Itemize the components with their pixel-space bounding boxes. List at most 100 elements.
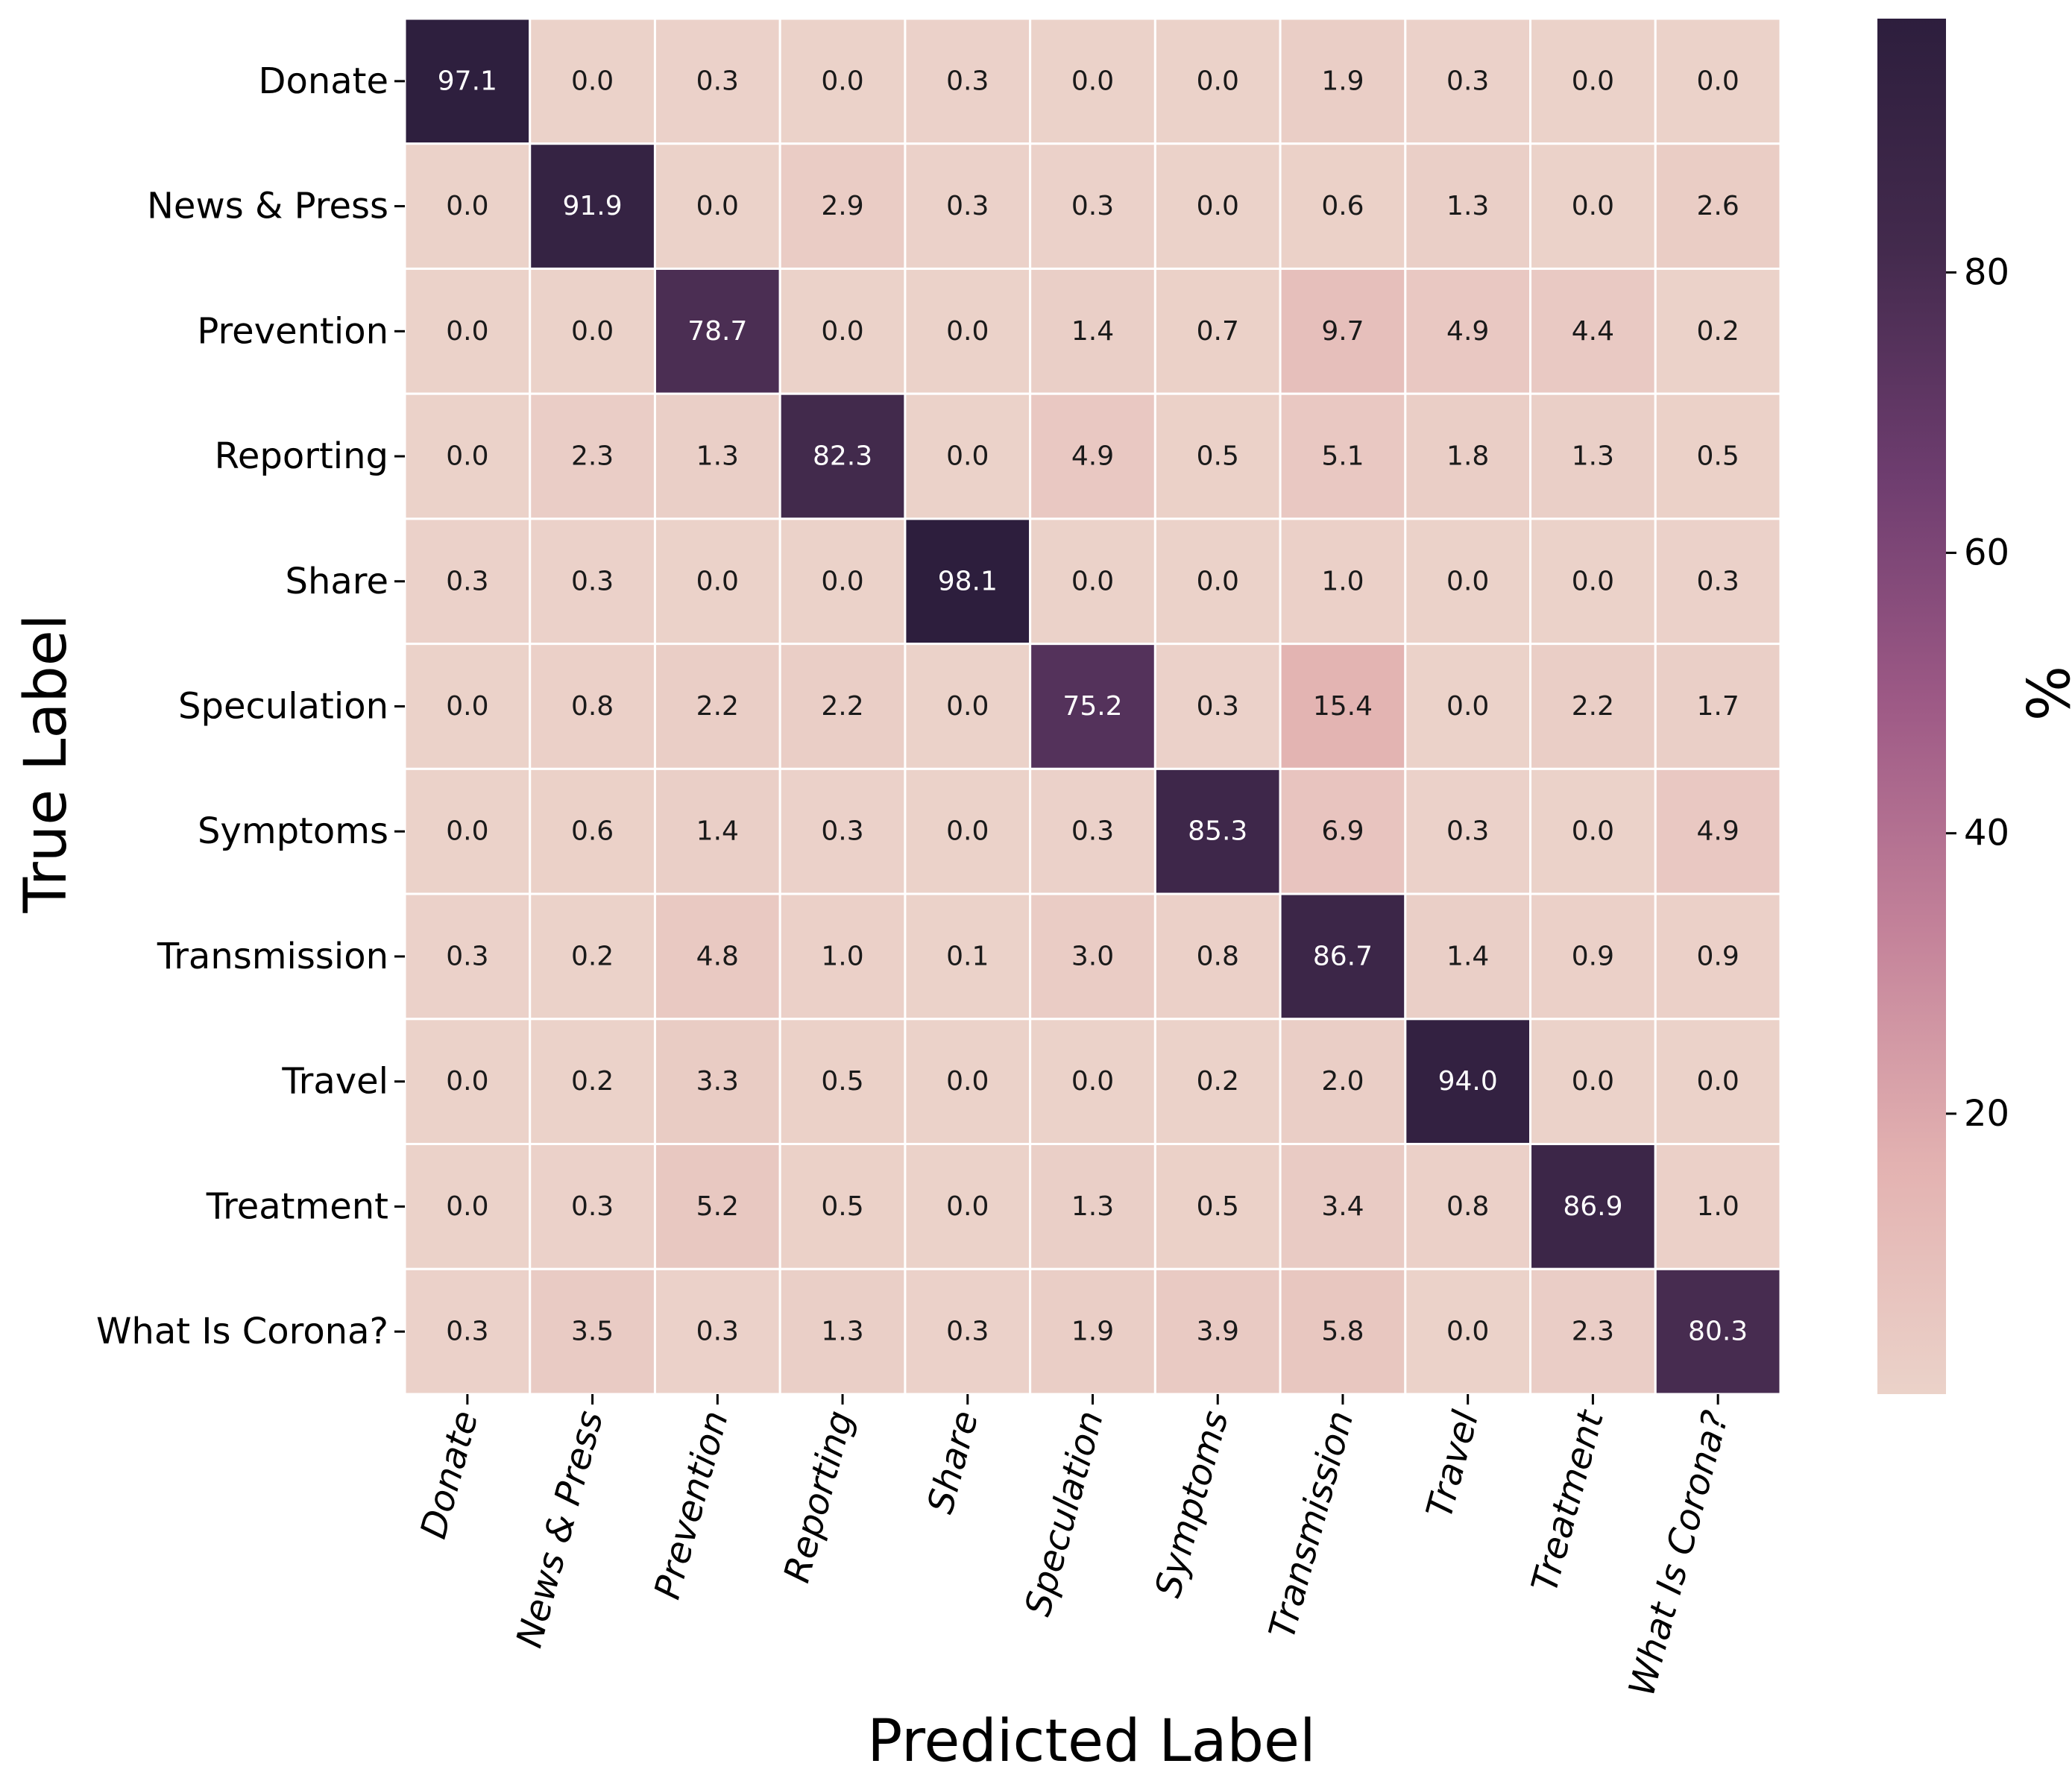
cell-value-label: 0.0: [1697, 66, 1739, 96]
cell-value-label: 0.0: [446, 816, 488, 847]
cell-value-label: 4.9: [1071, 441, 1114, 472]
heatmap-cell: [1029, 1267, 1156, 1396]
heatmap-cell: [1404, 267, 1532, 395]
cell-value-label: 0.0: [1197, 566, 1239, 596]
heatmap-cell: [1029, 267, 1156, 395]
heatmap-cell: [904, 1143, 1032, 1270]
heatmap-cell: [1654, 1143, 1782, 1270]
cell-value-label: 0.0: [1572, 816, 1614, 847]
cell-value-label: 2.0: [1321, 1066, 1364, 1097]
heatmap-cell: [653, 1143, 781, 1270]
heatmap-cell: [403, 767, 532, 895]
cell-value-label: 0.2: [1697, 316, 1739, 347]
heatmap-cell: [1279, 1143, 1407, 1270]
cell-value-label: 0.3: [696, 66, 739, 96]
heatmap-cell: [1153, 392, 1282, 520]
cell-value-label: 5.2: [696, 1191, 739, 1222]
y-tick-label: Speculation: [178, 686, 388, 728]
y-tick-label: Prevention: [197, 310, 388, 352]
heatmap-cell: [1279, 1018, 1407, 1146]
cell-value-label: 80.3: [1688, 1317, 1748, 1347]
heatmap-cell: [904, 142, 1032, 270]
cell-value-label: 15.4: [1313, 691, 1373, 722]
cell-value-label: 1.3: [696, 441, 739, 472]
y-axis-label: True Label: [13, 614, 80, 914]
cell-value-label: 1.9: [1321, 66, 1364, 96]
cell-value-label: 0.0: [446, 1191, 488, 1222]
cell-value-label: 4.9: [1697, 816, 1739, 847]
heatmap-cell: [653, 517, 781, 646]
x-tick-label: Symptoms: [1147, 1407, 1236, 1602]
x-tick-label: Prevention: [646, 1407, 737, 1604]
y-axis-ticks: Donate News & Press Prevention Reporting Sha…: [96, 60, 405, 1352]
heatmap-cell: [403, 517, 532, 646]
cell-value-label: 0.0: [696, 191, 739, 221]
cell-value-label: 0.5: [1197, 441, 1239, 472]
cell-value-label: 1.3: [821, 1317, 863, 1347]
heatmap-cell: [1279, 142, 1407, 270]
y-tick-label: Reporting: [215, 435, 388, 477]
cell-value-label: 1.0: [1321, 566, 1364, 596]
cell-value-label: 9.7: [1321, 316, 1364, 347]
cell-value-label: 78.7: [687, 316, 747, 347]
cell-value-label: 86.9: [1563, 1191, 1622, 1222]
heatmap-cell: [1529, 392, 1657, 520]
cell-value-label: 0.0: [571, 316, 614, 347]
heatmap-cell: [778, 392, 907, 520]
heatmap-cell: [1153, 267, 1282, 395]
cell-value-label: 0.0: [446, 191, 488, 221]
heatmap-cell: [653, 392, 781, 520]
heatmap-cell: [529, 517, 656, 646]
cell-value-label: 0.0: [1572, 191, 1614, 221]
y-tick-label: News & Press: [147, 186, 388, 227]
y-tick-label: Symptoms: [198, 810, 388, 852]
cell-value-label: 0.7: [1197, 316, 1239, 347]
heatmap-cell: [1029, 767, 1156, 895]
heatmap-cell: [1279, 892, 1407, 1021]
cell-value-label: 0.3: [446, 1317, 488, 1347]
cell-value-label: 0.0: [446, 316, 488, 347]
cell-value-label: 0.0: [1572, 66, 1614, 96]
y-tick-label: Travel: [281, 1061, 388, 1103]
heatmap-cell: [1529, 17, 1657, 145]
heatmap-cell: [1529, 142, 1657, 270]
cell-value-label: 0.0: [1071, 66, 1114, 96]
cell-value-label: 0.3: [571, 1191, 614, 1222]
heatmap-cell: [778, 892, 907, 1021]
cell-value-label: 0.3: [1197, 691, 1239, 722]
cell-value-label: 0.3: [1697, 566, 1739, 596]
heatmap-cell: [1404, 767, 1532, 895]
y-tick-label: Share: [285, 561, 388, 602]
heatmap-cell: [1654, 267, 1782, 395]
cell-value-label: 0.0: [946, 1191, 989, 1222]
x-tick-label: Transmission: [1261, 1407, 1361, 1643]
heatmap-cell: [1029, 392, 1156, 520]
heatmap-cell: [529, 1267, 656, 1396]
cell-value-label: 0.0: [1446, 566, 1489, 596]
heatmap-cell: [1404, 142, 1532, 270]
cell-value-label: 0.0: [1697, 1066, 1739, 1097]
cell-value-label: 0.0: [946, 316, 989, 347]
cell-value-label: 0.0: [571, 66, 614, 96]
x-tick-label: Treatment: [1524, 1405, 1613, 1597]
cell-value-label: 0.0: [821, 566, 863, 596]
y-tick-label: Donate: [258, 60, 388, 102]
cell-value-label: 0.5: [821, 1066, 863, 1097]
cell-value-label: 75.2: [1062, 691, 1122, 722]
heatmap-cell: [778, 517, 907, 646]
cell-value-label: 0.2: [571, 1066, 614, 1097]
x-axis-label: Predicted Label: [867, 1708, 1315, 1775]
cell-value-label: 2.6: [1697, 191, 1739, 221]
heatmap-cell: [1654, 17, 1782, 145]
heatmap-cell: [904, 1267, 1032, 1396]
cell-value-label: 6.9: [1321, 816, 1364, 847]
cell-value-label: 0.0: [1071, 1066, 1114, 1097]
cell-value-label: 0.3: [446, 941, 488, 971]
cell-value-label: 0.0: [696, 566, 739, 596]
x-tick-label: Reporting: [776, 1407, 862, 1587]
heatmap-cell: [1279, 1267, 1407, 1396]
cell-value-label: 0.6: [571, 816, 614, 847]
heatmap-cell: [1153, 767, 1282, 895]
cell-value-label: 0.3: [946, 66, 989, 96]
cell-value-label: 0.0: [821, 316, 863, 347]
